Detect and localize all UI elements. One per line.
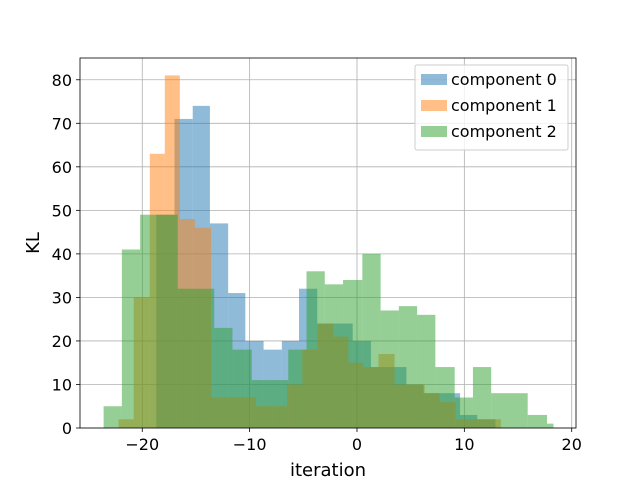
- series-2: [103, 214, 554, 428]
- legend-swatch: [421, 126, 447, 137]
- y-tick-label: 60: [52, 158, 72, 177]
- histogram-bar: [343, 280, 363, 428]
- histogram-bar: [270, 380, 289, 428]
- histogram-bar: [140, 214, 159, 428]
- histogram-bar: [454, 397, 473, 428]
- x-axis-label: iteration: [290, 460, 366, 480]
- y-tick-label: 30: [52, 288, 72, 307]
- histogram-bar: [527, 414, 548, 428]
- histogram-bar: [214, 327, 233, 428]
- histogram-bar: [158, 214, 178, 428]
- histogram-bar: [472, 367, 492, 428]
- legend-label: component 2: [451, 122, 557, 141]
- y-tick-label: 40: [52, 245, 72, 264]
- y-tick-label: 10: [52, 375, 72, 394]
- y-tick-label: 50: [52, 201, 72, 220]
- histogram-bar: [398, 306, 418, 428]
- histogram-bar: [251, 380, 271, 428]
- histogram-bar: [195, 288, 215, 428]
- histogram-bars: [103, 75, 554, 429]
- y-tick-label: 0: [62, 419, 72, 438]
- legend-label: component 1: [451, 96, 557, 115]
- histogram-bar: [509, 393, 528, 428]
- histogram-bar: [491, 393, 510, 428]
- histogram-bar: [288, 349, 307, 428]
- histogram-bar: [103, 406, 122, 428]
- plot-frame: [79, 57, 577, 429]
- y-axis-label: KL: [23, 232, 44, 254]
- y-tick-label: 20: [52, 332, 72, 351]
- histogram-bar: [417, 314, 436, 428]
- histogram-bar: [435, 367, 455, 428]
- histogram-bar: [306, 271, 325, 428]
- x-tick-label: 10: [454, 435, 474, 454]
- histogram-bar: [380, 310, 399, 428]
- histogram-bar: [362, 253, 381, 428]
- histogram-bar: [324, 284, 344, 428]
- x-tick-label: −10: [233, 435, 267, 454]
- x-tick-label: −20: [125, 435, 159, 454]
- legend: component 0 component 1 component 2: [414, 64, 569, 151]
- histogram-bar: [121, 249, 141, 428]
- legend-box: [414, 64, 569, 151]
- histogram-bar: [232, 349, 252, 428]
- y-tick-label: 70: [52, 114, 72, 133]
- x-tick-label: 20: [562, 435, 582, 454]
- legend-label: component 0: [451, 70, 557, 89]
- x-tick-label: 0: [352, 435, 362, 454]
- histogram-bar: [547, 423, 554, 428]
- axis-ticks: −20 −10 0 10 20 0 10 20 30 40 50 60 70 80: [52, 71, 582, 454]
- y-tick-label: 80: [52, 71, 72, 90]
- histogram-bar: [177, 288, 196, 428]
- legend-swatch: [421, 100, 447, 111]
- legend-swatch: [421, 74, 447, 85]
